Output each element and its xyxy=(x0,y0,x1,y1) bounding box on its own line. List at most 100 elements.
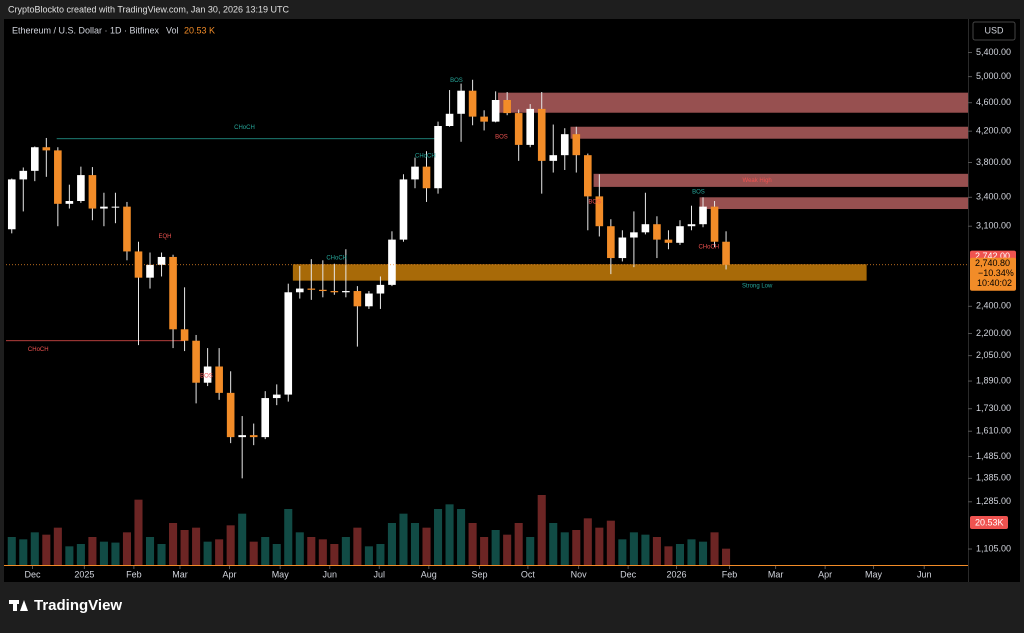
annotation: BOS xyxy=(692,189,705,195)
volume-bar xyxy=(410,523,420,565)
volume-bar xyxy=(249,541,258,565)
candle-body xyxy=(584,155,592,197)
volume-bar xyxy=(88,537,97,565)
y-tick-label: 1,105.00 xyxy=(976,543,1011,553)
candle-body xyxy=(399,179,408,240)
candle-body xyxy=(180,329,189,341)
volume-bar xyxy=(215,539,224,565)
candle-body xyxy=(722,241,730,265)
volume-bar xyxy=(480,537,489,565)
volume-bar xyxy=(30,532,39,565)
volume-bar xyxy=(203,541,212,565)
volume-bar xyxy=(19,539,28,565)
candle-body xyxy=(215,366,223,393)
candle-body xyxy=(595,196,604,227)
candle-body xyxy=(261,398,270,438)
candle-body xyxy=(353,291,362,307)
annotation: Strong Low xyxy=(742,284,773,290)
x-tick-label: Apr xyxy=(222,569,236,579)
x-tick-label: Sep xyxy=(472,569,488,579)
y-tick-label: 1,610.00 xyxy=(976,426,1011,436)
candle-body xyxy=(365,293,373,307)
zone xyxy=(593,173,968,187)
volume-bar xyxy=(710,532,719,565)
volume-bar xyxy=(261,537,270,565)
candle-body xyxy=(111,206,120,208)
volume-bar xyxy=(111,542,120,565)
volume-bar xyxy=(376,544,385,565)
candle-body xyxy=(319,289,327,292)
candle-body xyxy=(272,394,281,399)
candle-body xyxy=(249,435,258,438)
volume-legend-value: 20.53 K xyxy=(184,25,215,35)
countdown-label: 10:40:02 xyxy=(977,278,1012,288)
volume-bar xyxy=(180,530,189,565)
annotation: BOS xyxy=(588,200,601,206)
volume-bar xyxy=(134,499,143,565)
volume-label: 20.53K xyxy=(975,517,1004,527)
currency-box[interactable] xyxy=(972,21,1016,41)
volume-bar xyxy=(583,518,592,565)
x-tick-label: Oct xyxy=(521,569,536,579)
volume-bar xyxy=(595,527,604,565)
x-tick-label: Aug xyxy=(421,569,437,579)
volume-bar xyxy=(468,523,477,565)
y-tick-label: 1,730.00 xyxy=(976,403,1011,413)
logo xyxy=(9,600,28,611)
candle-body xyxy=(7,179,16,230)
annotation: EQH xyxy=(158,234,171,240)
y-tick-label: 1,385.00 xyxy=(976,473,1011,483)
candle-body xyxy=(480,116,488,122)
change-label: −10.34% xyxy=(978,268,1014,278)
volume-bar xyxy=(618,539,627,565)
time-axis-bg xyxy=(4,566,1020,582)
y-tick-label: 3,100.00 xyxy=(976,221,1011,231)
candle-body xyxy=(422,166,431,189)
y-tick-label: 4,200.00 xyxy=(976,126,1011,136)
candle-body xyxy=(238,435,246,438)
candle-body xyxy=(376,284,385,294)
annotation: BOS xyxy=(200,374,213,380)
volume-bar xyxy=(387,523,396,565)
candle-body xyxy=(330,291,339,293)
volume-bar xyxy=(549,523,558,565)
candle-body xyxy=(503,99,511,114)
candle-body xyxy=(664,239,673,243)
volume-bar xyxy=(284,509,293,565)
volume-bar xyxy=(192,527,201,565)
x-tick-label: Jun xyxy=(322,569,337,579)
candle-body xyxy=(203,366,212,383)
annotation: CHoCH xyxy=(326,256,347,262)
x-tick-label: Feb xyxy=(722,569,738,579)
volume-legend: Vol xyxy=(166,25,179,35)
annotation: BOS xyxy=(450,78,463,84)
candle-body xyxy=(169,256,177,330)
candle-body xyxy=(88,175,97,209)
candle-body xyxy=(526,108,535,145)
candle-body xyxy=(457,90,465,114)
x-tick-label: May xyxy=(865,569,883,579)
volume-bar xyxy=(122,532,132,565)
volume-bar xyxy=(526,537,535,565)
x-tick-label: Dec xyxy=(620,569,637,579)
x-tick-label: Mar xyxy=(768,569,784,579)
volume-bar xyxy=(341,537,350,565)
candle-body xyxy=(618,237,627,259)
x-tick-label: 2025 xyxy=(74,569,94,579)
candle-body xyxy=(653,224,661,240)
volume-bar xyxy=(491,530,500,565)
y-tick-label: 1,285.00 xyxy=(976,496,1011,506)
volume-bar xyxy=(145,537,155,565)
y-tick-label: 1,890.00 xyxy=(976,375,1011,385)
zone xyxy=(497,92,968,113)
volume-bar xyxy=(503,534,512,565)
zone xyxy=(292,264,867,281)
y-tick-label: 5,400.00 xyxy=(976,47,1011,57)
candle-body xyxy=(100,206,108,209)
volume-bar xyxy=(572,530,581,565)
volume-bar xyxy=(652,537,661,565)
volume-bar xyxy=(457,509,466,565)
volume-bar xyxy=(664,546,673,565)
volume-bar xyxy=(318,539,327,565)
